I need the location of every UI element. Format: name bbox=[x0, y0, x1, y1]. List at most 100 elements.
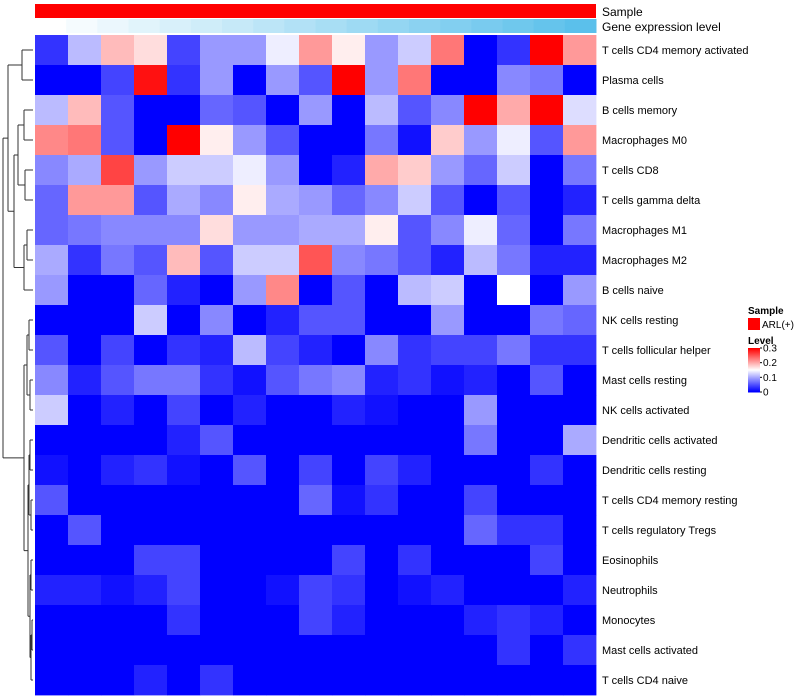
heatmap-cell bbox=[497, 365, 531, 396]
heatmap-cell bbox=[497, 185, 531, 216]
legend-gradient-step bbox=[748, 360, 760, 362]
heatmap-cell bbox=[332, 245, 366, 276]
heatmap-cell bbox=[365, 455, 399, 486]
heatmap-cell bbox=[134, 485, 168, 516]
legend-gradient-step bbox=[748, 387, 760, 389]
heatmap-cell bbox=[563, 605, 597, 636]
heatmap-cell bbox=[299, 395, 333, 426]
heatmap-cell bbox=[200, 125, 234, 156]
heatmap-cell bbox=[365, 35, 399, 66]
heatmap-cell bbox=[464, 485, 498, 516]
heatmap-cell bbox=[398, 545, 432, 576]
annotation-cell bbox=[502, 19, 535, 33]
heatmap-cell bbox=[365, 65, 399, 96]
heatmap-cell bbox=[233, 365, 267, 396]
heatmap-cell bbox=[266, 275, 300, 306]
heatmap-cell bbox=[299, 215, 333, 246]
heatmap-cell bbox=[332, 365, 366, 396]
heatmap-cell bbox=[167, 65, 201, 96]
heatmap-cell bbox=[233, 395, 267, 426]
heatmap-cell bbox=[134, 215, 168, 246]
annotation-cell bbox=[377, 19, 410, 33]
heatmap-cell bbox=[530, 545, 564, 576]
heatmap-cell bbox=[563, 185, 597, 216]
heatmap-cell bbox=[68, 125, 102, 156]
heatmap-cell bbox=[530, 575, 564, 606]
heatmap-cell bbox=[365, 155, 399, 186]
heatmap-cell bbox=[365, 125, 399, 156]
heatmap-cell bbox=[266, 605, 300, 636]
heatmap-cell bbox=[299, 95, 333, 126]
heatmap-cell bbox=[332, 455, 366, 486]
heatmap-cell bbox=[464, 575, 498, 606]
heatmap-cell bbox=[35, 365, 69, 396]
heatmap-cell bbox=[497, 305, 531, 336]
heatmap-cell bbox=[101, 485, 135, 516]
legend-gradient-step bbox=[748, 354, 760, 356]
heatmap-cell bbox=[332, 395, 366, 426]
heatmap-cell bbox=[431, 35, 465, 66]
heatmap-cell bbox=[563, 275, 597, 306]
heatmap-cell bbox=[464, 215, 498, 246]
row-label: T cells gamma delta bbox=[602, 195, 701, 207]
heatmap-cell bbox=[35, 545, 69, 576]
heatmap-cell bbox=[530, 95, 564, 126]
heatmap-cell bbox=[299, 485, 333, 516]
heatmap-cell bbox=[101, 455, 135, 486]
heatmap-cell bbox=[167, 305, 201, 336]
heatmap-cell bbox=[167, 125, 201, 156]
row-dendrogram bbox=[2, 49, 33, 681]
heatmap-cell bbox=[563, 215, 597, 246]
heatmap-cell bbox=[35, 125, 69, 156]
heatmap-cell bbox=[233, 65, 267, 96]
heatmap-cell bbox=[398, 365, 432, 396]
row-label: Dendritic cells resting bbox=[602, 465, 707, 477]
heatmap-cell bbox=[464, 635, 498, 666]
heatmap-cell bbox=[167, 215, 201, 246]
heatmap-cell bbox=[497, 455, 531, 486]
heatmap-cell bbox=[266, 425, 300, 456]
heatmap-cell bbox=[266, 65, 300, 96]
heatmap-cell bbox=[68, 485, 102, 516]
heatmap-cell bbox=[101, 185, 135, 216]
heatmap-cell bbox=[233, 515, 267, 546]
heatmap-cell bbox=[35, 455, 69, 486]
heatmap-cell bbox=[101, 95, 135, 126]
heatmap-cell bbox=[398, 215, 432, 246]
legend-gradient-step bbox=[748, 352, 760, 354]
heatmap-cell bbox=[563, 665, 597, 696]
heatmap-cell bbox=[101, 395, 135, 426]
heatmap-cell bbox=[134, 305, 168, 336]
heatmap-cell bbox=[68, 275, 102, 306]
heatmap-cell bbox=[200, 275, 234, 306]
heatmap-cell bbox=[563, 125, 597, 156]
heatmap-cell bbox=[35, 245, 69, 276]
heatmap-cell bbox=[497, 65, 531, 96]
heatmap-cell bbox=[530, 35, 564, 66]
heatmap-cell bbox=[134, 545, 168, 576]
heatmap-cell bbox=[530, 605, 564, 636]
legend-gradient-step bbox=[748, 366, 760, 368]
heatmap-cell bbox=[299, 665, 333, 696]
legend-gradient-step bbox=[748, 363, 760, 365]
heatmap-cell bbox=[365, 245, 399, 276]
legend-gradient-step bbox=[748, 391, 760, 393]
heatmap-cell bbox=[35, 605, 69, 636]
heatmap-cell bbox=[530, 185, 564, 216]
legend-gradient-step bbox=[748, 369, 760, 371]
heatmap-cell bbox=[167, 335, 201, 366]
heatmap-cell bbox=[200, 95, 234, 126]
heatmap-cell bbox=[530, 305, 564, 336]
annotation-cell bbox=[159, 19, 192, 33]
heatmap-cell bbox=[431, 185, 465, 216]
legend-gradient-step bbox=[748, 372, 760, 374]
heatmap-cell bbox=[563, 515, 597, 546]
row-label: Plasma cells bbox=[602, 75, 664, 87]
heatmap-cell bbox=[68, 365, 102, 396]
heatmap-cell bbox=[365, 425, 399, 456]
heatmap-cell bbox=[464, 365, 498, 396]
row-label: T cells CD4 memory resting bbox=[602, 495, 738, 507]
heatmap-cell bbox=[134, 185, 168, 216]
heatmap-cell bbox=[431, 605, 465, 636]
heatmap-cell bbox=[35, 515, 69, 546]
